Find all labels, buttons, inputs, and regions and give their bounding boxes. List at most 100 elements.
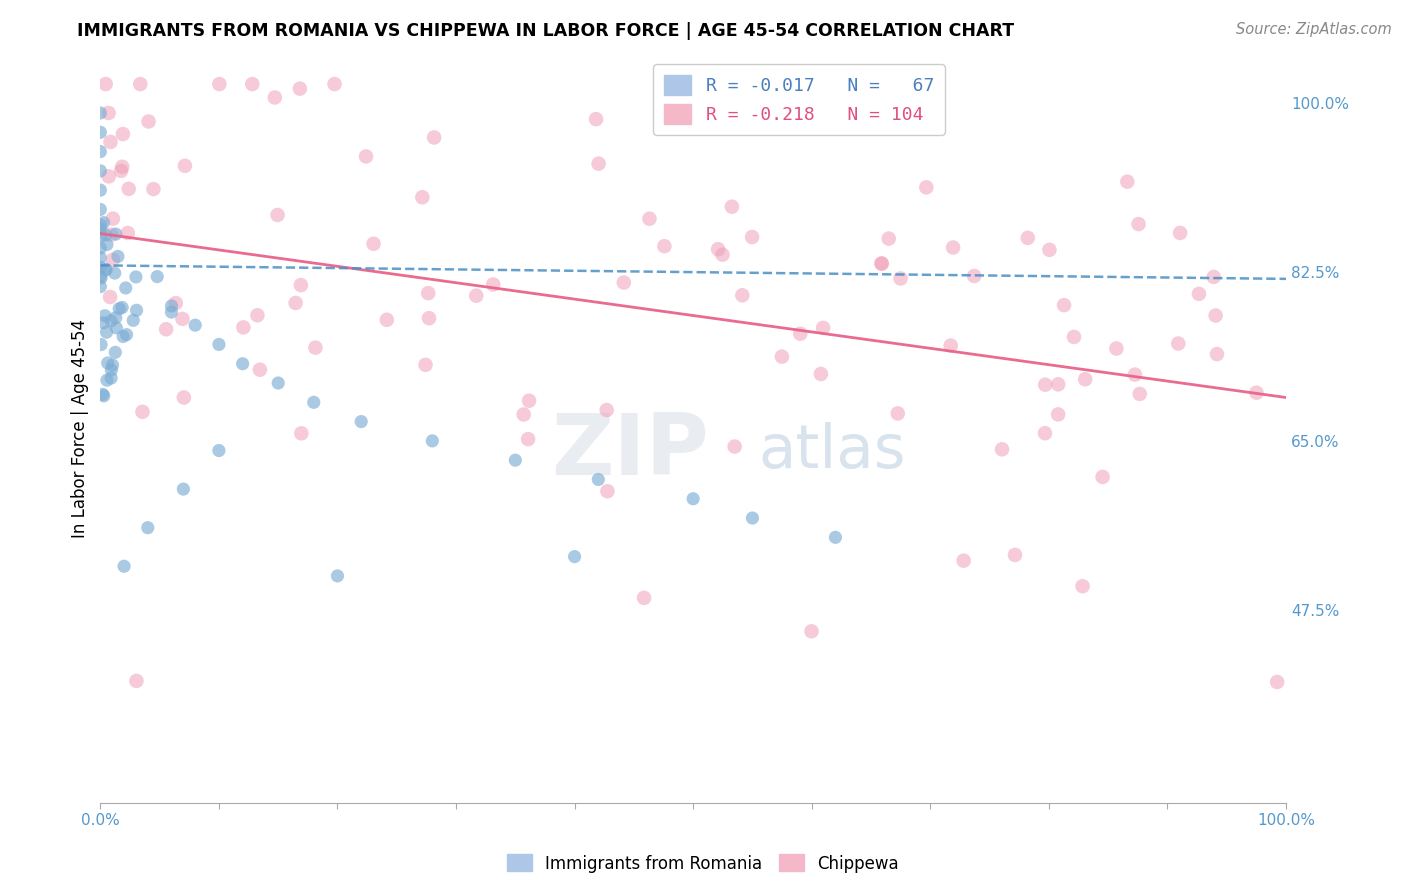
Point bbox=[284, 296, 307, 310]
Point bbox=[174, 159, 197, 173]
Point bbox=[824, 530, 846, 544]
Point bbox=[1128, 217, 1150, 231]
Point bbox=[1116, 175, 1139, 189]
Point bbox=[94, 227, 117, 242]
Point bbox=[114, 281, 136, 295]
Point bbox=[155, 322, 177, 336]
Text: IMMIGRANTS FROM ROMANIA VS CHIPPEWA IN LABOR FORCE | AGE 45-54 CORRELATION CHART: IMMIGRANTS FROM ROMANIA VS CHIPPEWA IN L… bbox=[77, 22, 1015, 40]
Point bbox=[96, 373, 118, 387]
Point bbox=[418, 286, 440, 301]
Point bbox=[122, 313, 145, 327]
Point bbox=[707, 242, 730, 256]
Point bbox=[100, 135, 122, 149]
Point bbox=[290, 426, 312, 441]
Y-axis label: In Labor Force | Age 45-54: In Labor Force | Age 45-54 bbox=[72, 319, 89, 539]
Point bbox=[89, 260, 111, 275]
Point bbox=[125, 303, 148, 318]
Point bbox=[90, 218, 112, 232]
Point bbox=[952, 554, 974, 568]
Point bbox=[363, 236, 385, 251]
Point bbox=[90, 270, 112, 285]
Point bbox=[208, 77, 231, 91]
Point bbox=[89, 145, 111, 159]
Point bbox=[326, 569, 349, 583]
Point bbox=[1047, 408, 1070, 422]
Point bbox=[146, 269, 169, 284]
Point bbox=[1167, 336, 1189, 351]
Point bbox=[991, 442, 1014, 457]
Point bbox=[249, 362, 271, 376]
Point bbox=[100, 314, 122, 328]
Point bbox=[942, 240, 965, 254]
Point bbox=[91, 316, 114, 330]
Point bbox=[1202, 269, 1225, 284]
Point bbox=[129, 77, 152, 91]
Point bbox=[290, 278, 312, 293]
Point bbox=[208, 443, 231, 458]
Point bbox=[887, 406, 910, 420]
Point bbox=[104, 227, 127, 241]
Point bbox=[1188, 286, 1211, 301]
Point bbox=[915, 180, 938, 194]
Point bbox=[208, 337, 231, 351]
Point bbox=[595, 403, 617, 417]
Point bbox=[160, 305, 183, 319]
Point bbox=[267, 376, 290, 390]
Point bbox=[172, 312, 194, 326]
Point bbox=[104, 266, 127, 280]
Point bbox=[90, 228, 112, 243]
Point bbox=[108, 301, 131, 316]
Point bbox=[184, 318, 207, 333]
Point bbox=[104, 310, 127, 325]
Point bbox=[263, 90, 285, 104]
Point bbox=[104, 345, 127, 359]
Point bbox=[420, 434, 443, 448]
Legend: Immigrants from Romania, Chippewa: Immigrants from Romania, Chippewa bbox=[501, 847, 905, 880]
Point bbox=[125, 673, 148, 688]
Point bbox=[870, 257, 893, 271]
Text: ZIP: ZIP bbox=[551, 409, 709, 492]
Point bbox=[517, 393, 540, 408]
Point bbox=[1123, 368, 1146, 382]
Point bbox=[94, 262, 117, 277]
Point bbox=[240, 77, 263, 91]
Point bbox=[302, 395, 325, 409]
Point bbox=[731, 288, 754, 302]
Point bbox=[173, 391, 195, 405]
Point bbox=[101, 358, 124, 372]
Point bbox=[1168, 226, 1191, 240]
Point bbox=[97, 169, 120, 184]
Point bbox=[110, 164, 132, 178]
Point bbox=[111, 301, 134, 315]
Point bbox=[613, 276, 636, 290]
Point bbox=[633, 591, 655, 605]
Point bbox=[482, 277, 505, 292]
Point bbox=[111, 127, 134, 141]
Point bbox=[711, 247, 734, 261]
Point bbox=[94, 77, 117, 91]
Point bbox=[1206, 347, 1229, 361]
Point bbox=[1053, 298, 1076, 312]
Point bbox=[588, 156, 610, 170]
Point bbox=[89, 279, 111, 293]
Point bbox=[100, 363, 122, 377]
Text: atlas: atlas bbox=[758, 422, 905, 481]
Point bbox=[89, 183, 111, 197]
Point bbox=[112, 329, 135, 343]
Point bbox=[741, 511, 763, 525]
Point bbox=[375, 313, 398, 327]
Point bbox=[638, 211, 661, 226]
Point bbox=[107, 249, 129, 263]
Point bbox=[246, 308, 269, 322]
Point bbox=[100, 371, 122, 385]
Point bbox=[1063, 330, 1085, 344]
Point bbox=[288, 81, 311, 95]
Point bbox=[89, 251, 111, 265]
Point bbox=[588, 473, 610, 487]
Point bbox=[1033, 377, 1056, 392]
Point bbox=[131, 405, 153, 419]
Point bbox=[870, 256, 893, 270]
Point bbox=[741, 230, 763, 244]
Point bbox=[585, 112, 607, 127]
Point bbox=[96, 237, 118, 252]
